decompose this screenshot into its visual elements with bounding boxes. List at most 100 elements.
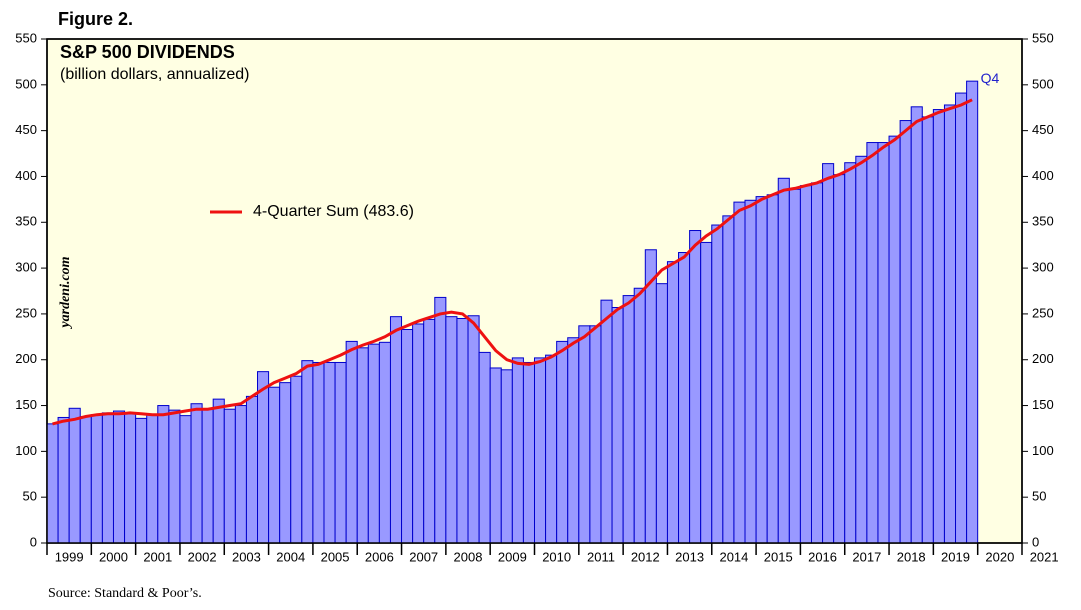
chart-subtitle: (billion dollars, annualized)	[60, 66, 249, 83]
bar	[467, 315, 480, 544]
bar	[57, 416, 70, 544]
bar	[157, 405, 170, 544]
watermark: yardeni.com	[58, 256, 73, 329]
y2-tick-label: 300	[1032, 260, 1054, 275]
x-tick-label: 2005	[321, 549, 350, 564]
bar	[101, 412, 114, 544]
x-tick-label: 2008	[454, 549, 483, 564]
bar	[268, 386, 281, 544]
bar	[257, 371, 270, 544]
bar	[711, 224, 724, 544]
bar	[445, 316, 458, 544]
bar	[744, 199, 757, 544]
y2-tick-label: 400	[1032, 168, 1054, 183]
bar	[877, 142, 890, 544]
chart-title: S&P 500 DIVIDENDS	[60, 42, 235, 62]
bar	[689, 230, 702, 544]
bar	[223, 408, 236, 544]
y-tick-label: 500	[15, 76, 37, 91]
x-tick-label: 2014	[719, 549, 748, 564]
bar	[722, 215, 735, 544]
bar	[511, 357, 524, 544]
bar	[456, 317, 469, 544]
bar	[46, 423, 59, 544]
y2-tick-label: 450	[1032, 122, 1054, 137]
bar	[955, 92, 968, 544]
bar	[644, 249, 657, 544]
bar	[301, 360, 314, 544]
bar	[589, 325, 602, 544]
x-tick-label: 1999	[55, 549, 84, 564]
bar	[943, 104, 957, 544]
x-tick-label: 2019	[941, 549, 970, 564]
bar	[888, 135, 901, 544]
bar	[700, 241, 713, 544]
figure-label: Figure 2.	[58, 9, 133, 29]
x-tick-label: 2009	[498, 549, 527, 564]
bar	[855, 155, 868, 544]
y-tick-label: 450	[15, 122, 37, 137]
bar	[489, 367, 502, 544]
bar	[833, 174, 846, 544]
bar	[179, 415, 192, 544]
bar	[378, 341, 391, 544]
x-tick-label: 2015	[764, 549, 793, 564]
y2-tick-label: 50	[1032, 489, 1046, 504]
y2-tick-label: 100	[1032, 443, 1054, 458]
bar	[334, 361, 347, 544]
bar	[810, 182, 824, 544]
bar	[622, 295, 635, 544]
bar	[966, 80, 979, 544]
y-tick-label: 250	[15, 305, 37, 320]
bar	[279, 382, 292, 544]
bar	[910, 106, 923, 544]
x-tick-label: 2007	[409, 549, 438, 564]
line	[52, 98, 973, 426]
x-tick-label: 2013	[675, 549, 704, 564]
bar	[201, 408, 214, 544]
bar	[401, 328, 414, 544]
bar	[500, 369, 513, 544]
bar	[434, 296, 447, 544]
bar	[932, 109, 945, 544]
x-tick-label: 2012	[631, 549, 660, 564]
x-tick-label: 2001	[143, 549, 172, 564]
x-tick-label: 2010	[542, 549, 571, 564]
x-tick-label: 2011	[587, 549, 615, 564]
bar	[135, 417, 148, 544]
x-tick-label: 2016	[808, 549, 837, 564]
x-tick-label: 2000	[99, 549, 128, 564]
x-tick-label: 2021	[1030, 549, 1059, 564]
bar	[611, 306, 624, 544]
bar	[323, 361, 336, 544]
bar	[788, 188, 801, 544]
x-tick-label: 2003	[232, 549, 261, 564]
bar	[190, 403, 203, 544]
bar	[777, 177, 790, 544]
bar	[212, 398, 225, 544]
bar	[921, 116, 934, 544]
bar	[245, 395, 259, 544]
bar	[168, 409, 181, 544]
bar	[522, 361, 536, 544]
y2-tick-label: 550	[1032, 30, 1054, 45]
y2-tick-label: 500	[1032, 76, 1054, 91]
bar	[899, 120, 912, 544]
bar	[68, 407, 81, 544]
bar	[766, 194, 779, 544]
bar	[534, 357, 547, 544]
x-tick-label: 2020	[985, 549, 1014, 564]
bar	[600, 299, 613, 544]
legend-label: 4-Quarter Sum (483.6)	[253, 203, 414, 220]
bar	[345, 340, 358, 544]
y-tick-label: 300	[15, 260, 37, 275]
bar	[866, 142, 879, 544]
bar	[655, 283, 668, 544]
bar	[79, 416, 92, 544]
x-tick-label: 2017	[852, 549, 881, 564]
y-tick-label: 550	[15, 30, 37, 45]
bar	[389, 316, 403, 544]
bar	[124, 412, 137, 544]
bar	[633, 287, 646, 544]
